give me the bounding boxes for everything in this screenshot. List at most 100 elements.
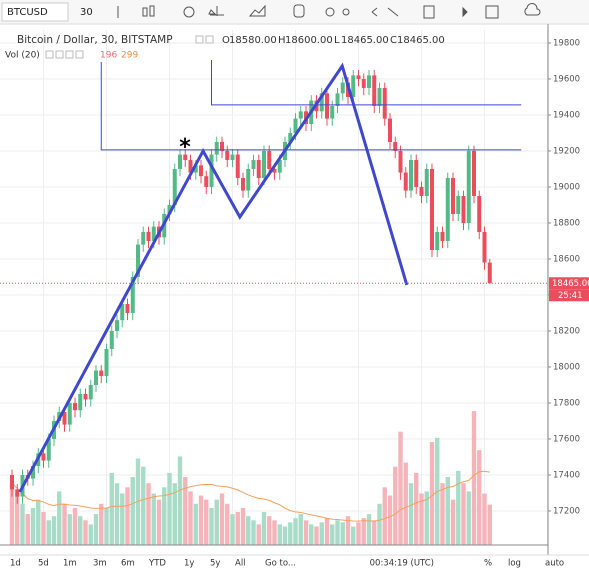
range-button[interactable]: 5y (210, 559, 220, 569)
volume-bar (387, 495, 393, 545)
candle-body (466, 150, 471, 223)
range-button[interactable]: YTD (148, 559, 166, 569)
scale-option[interactable]: % (484, 559, 492, 569)
volume-bar (151, 493, 156, 545)
volume-bar (340, 522, 345, 545)
candle-body (41, 453, 46, 461)
candle-body (130, 276, 135, 313)
volume-bar (188, 491, 193, 545)
candle-body (430, 168, 434, 250)
y-tick-label: 18800 (553, 218, 580, 228)
y-tick-label: 17600 (553, 434, 580, 444)
volume-bar (83, 520, 88, 545)
candle-body (330, 105, 335, 119)
volume-bar (330, 524, 335, 545)
range-button[interactable]: 3m (93, 559, 107, 569)
candle-body (204, 176, 209, 187)
candle-body (188, 159, 193, 173)
legend-buttons[interactable] (45, 35, 214, 59)
volume-bar (114, 483, 120, 545)
candle-body (10, 474, 14, 490)
candle-body (377, 87, 382, 106)
volume-bar (366, 514, 372, 545)
candle-body (419, 186, 424, 196)
range-button[interactable]: All (235, 559, 246, 569)
volume-bar (335, 520, 340, 545)
volume-bar (15, 493, 20, 545)
volume-bar (487, 504, 492, 545)
candle-body (356, 75, 361, 79)
volume-bar (88, 524, 93, 545)
ohlc-key: H (278, 35, 286, 46)
candle-body (435, 231, 440, 250)
volume-bar (372, 520, 377, 545)
candle-body (409, 159, 413, 191)
candle-body (340, 82, 345, 94)
candle-body (445, 177, 450, 241)
candle-body (230, 154, 235, 160)
volume-bar (177, 456, 183, 545)
volume-bar (36, 499, 41, 545)
volume-bar (361, 518, 366, 545)
candle-body (31, 465, 35, 479)
volume-bar (230, 514, 235, 545)
y-tick-label: 19600 (553, 74, 580, 84)
candle-body (178, 154, 182, 169)
candle-body (136, 244, 140, 277)
candle-body (351, 75, 356, 97)
candle-body (403, 172, 408, 191)
volume-bar (424, 491, 429, 545)
volume-bar (51, 516, 57, 545)
volume-bar (30, 507, 36, 545)
volume-bar (46, 520, 51, 545)
candle-body (288, 132, 293, 142)
range-button[interactable]: 1y (184, 559, 194, 569)
range-button[interactable]: 1d (10, 559, 21, 569)
volume-bar (183, 477, 188, 545)
volume-bar (456, 470, 461, 545)
volume-bar (235, 512, 240, 545)
ohlc-value: 18580.00 (229, 35, 277, 46)
interval[interactable]: 30 (80, 7, 93, 18)
volume-bar (351, 526, 356, 545)
volume-bar (219, 493, 225, 545)
symbol[interactable]: BTCUSD (7, 7, 48, 18)
volume-ma-value: 299 (121, 51, 138, 61)
candle-body (293, 118, 298, 133)
range-button[interactable]: 6m (121, 559, 135, 569)
y-tick-label: 17200 (553, 506, 580, 516)
goto-button[interactable]: Go to... (265, 559, 296, 569)
range-button[interactable]: 5d (38, 559, 49, 569)
symbol-box[interactable] (1, 2, 69, 22)
volume-bar (240, 507, 246, 545)
volume-bar (141, 466, 146, 545)
volume-bar (471, 411, 477, 545)
volume-bar (377, 503, 382, 545)
scale-option[interactable]: auto (545, 559, 564, 569)
volume-bar (319, 522, 324, 545)
range-button[interactable]: 1m (63, 559, 77, 569)
volume-bar (382, 487, 387, 545)
volume-bar (314, 526, 319, 545)
y-tick-label: 17400 (553, 470, 580, 480)
volume-bar (398, 431, 403, 545)
toolbar-icons[interactable] (117, 2, 541, 19)
volume-bar (414, 472, 419, 545)
candle-body (461, 195, 466, 223)
volume-bar (57, 491, 62, 545)
candle-body (372, 75, 377, 106)
candle-body (15, 489, 20, 497)
candle-body (251, 159, 256, 169)
candle-body (209, 154, 214, 187)
candle-body (451, 177, 455, 214)
candle-body (367, 75, 371, 88)
volume-bar (324, 518, 330, 545)
scale-option[interactable]: log (508, 559, 521, 569)
candle-body (88, 384, 93, 400)
y-tick-label: 18200 (553, 326, 580, 336)
candle-body (335, 93, 340, 106)
candle-body (99, 370, 104, 376)
candle-body (398, 150, 403, 173)
candle-body (456, 195, 461, 214)
candle-body (393, 141, 398, 151)
